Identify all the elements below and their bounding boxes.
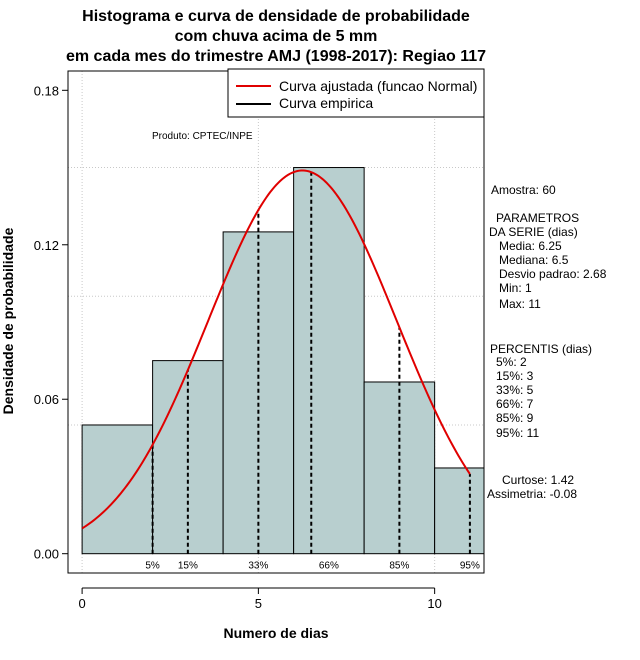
param-max: Max: 11 xyxy=(499,297,541,311)
param-min: Min: 1 xyxy=(499,281,532,295)
param-mean: Media: 6.25 xyxy=(499,239,562,253)
percentile-item-5: 5%: 2 xyxy=(496,355,527,369)
parameters-title-1: PARAMETROS xyxy=(496,211,579,225)
percentiles-title: PERCENTIS (dias) xyxy=(490,342,592,356)
percentile-item-66: 66%: 7 xyxy=(496,397,534,411)
histogram-bar-5 xyxy=(434,467,485,555)
x-axis-title: Numero de dias xyxy=(223,625,328,641)
chart-title-line-3: em cada mes do trimestre AMJ (1998-2017)… xyxy=(66,48,486,65)
legend-label-empirical: Curva empirica xyxy=(279,95,373,111)
skewness: Assimetria: -0.08 xyxy=(487,487,577,501)
percentile-label-4: 85% xyxy=(389,561,409,572)
param-sd: Desvio padrao: 2.68 xyxy=(499,267,607,281)
kurtosis: Curtose: 1.42 xyxy=(502,473,574,487)
x-tick-label-1: 5 xyxy=(255,596,262,611)
histogram-bar-2 xyxy=(222,231,295,555)
parameters-title-2: DA SERIE (dias) xyxy=(489,225,578,239)
histogram-bars xyxy=(81,167,485,555)
chart-title-line-2: com chuva acima de 5 mm xyxy=(175,28,378,45)
percentile-lines: 5% 15% 33% 66% 85% 95% xyxy=(145,172,480,572)
percentile-item-33: 33%: 5 xyxy=(496,383,534,397)
histogram-bar-3 xyxy=(293,167,365,555)
sample-size: Amostra: 60 xyxy=(491,183,556,197)
percentile-label-2: 33% xyxy=(248,561,268,572)
histogram-bar-1 xyxy=(152,360,224,555)
normal-curve xyxy=(81,169,471,530)
percentile-label-1: 15% xyxy=(178,561,198,572)
percentile-label-0: 5% xyxy=(145,561,160,572)
param-median: Mediana: 6.5 xyxy=(499,253,569,267)
y-tick-label-1: 0.06 xyxy=(34,392,59,407)
y-tick-label-0: 0.00 xyxy=(34,547,59,562)
percentile-item-15: 15%: 3 xyxy=(496,369,534,383)
legend-box xyxy=(227,68,485,118)
stats-panel: Amostra: 60 PARAMETROS DA SERIE (dias) M… xyxy=(487,183,607,501)
x-tick-label-2: 10 xyxy=(427,596,441,611)
legend-label-normal: Curva ajustada (funcao Normal) xyxy=(279,78,477,94)
legend: Curva ajustada (funcao Normal) Curva emp… xyxy=(227,68,485,118)
histogram-bar-0 xyxy=(81,424,154,555)
percentile-label-3: 66% xyxy=(319,561,339,572)
axes: 0 5 10 0.00 0.06 0.12 0.18 xyxy=(34,70,485,611)
y-tick-label-3: 0.18 xyxy=(34,83,59,98)
normal-curve-layer xyxy=(81,169,471,530)
chart-title-line-1: Histograma e curva de densidade de proba… xyxy=(82,8,470,25)
x-tick-label-0: 0 xyxy=(78,596,85,611)
percentile-label-5: 95% xyxy=(460,561,480,572)
y-axis-title: Densidade de probabilidade xyxy=(0,227,16,414)
y-tick-label-2: 0.12 xyxy=(34,238,59,253)
product-label: Produto: CPTEC/INPE xyxy=(152,131,253,142)
percentile-item-85: 85%: 9 xyxy=(496,411,534,425)
percentile-item-95: 95%: 11 xyxy=(496,426,539,440)
